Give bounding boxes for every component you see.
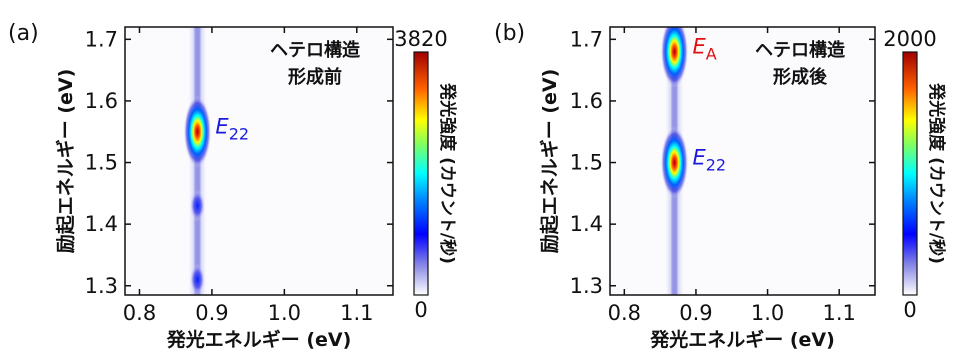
peak-spot (183, 95, 212, 168)
weak-spot (189, 263, 206, 295)
x-axis-label: 発光エネルギー (eV) (649, 328, 835, 351)
plot-area (610, 27, 875, 295)
y-tick-label: 1.7 (570, 27, 603, 51)
peak-label: EA (692, 35, 716, 64)
panel-a: 0.8 0.9 1.0 1.1 1.3 1.4 1.5 1.6 1.7 発光エネルギー (eV) 励… (8, 21, 458, 351)
x-axis-label: 発光エネルギー (eV) (166, 328, 352, 351)
panel-label: (a) (8, 21, 39, 46)
x-tick-label: 1.0 (751, 301, 784, 325)
axes-frame (124, 26, 394, 296)
y-tick-label: 1.3 (570, 274, 603, 298)
colorbar (413, 51, 429, 296)
peak-label-main: E (215, 115, 229, 139)
colorbar-max: 2000 (883, 27, 936, 51)
y-tick-label: 1.4 (85, 212, 118, 236)
x-tick-label: 0.9 (679, 301, 712, 325)
panel-label: (b) (494, 21, 525, 46)
colorbar-min: 0 (903, 298, 916, 322)
y-axis-label: 励起エネルギー (eV) (55, 69, 77, 254)
y-tick-label: 1.7 (85, 27, 118, 51)
plot-content (183, 27, 212, 295)
peak-spot (660, 27, 689, 88)
peak-label-sub: 22 (229, 125, 249, 144)
x-tick-label: 0.8 (123, 301, 156, 325)
colorbar-min: 0 (414, 298, 427, 322)
y-tick-label: 1.3 (85, 274, 118, 298)
peak-label: E22 (692, 146, 726, 175)
x-tick-label: 0.8 (608, 301, 641, 325)
peak-spot (660, 126, 689, 199)
annotation-line: 形成後 (773, 66, 828, 88)
y-tick-label: 1.6 (85, 89, 118, 113)
peak-label-sub: 22 (706, 156, 726, 175)
peak-label-main: E (692, 146, 706, 170)
y-tick-label: 1.5 (570, 151, 603, 175)
y-tick-label: 1.6 (570, 89, 603, 113)
colorbar (902, 51, 918, 296)
y-axis-label: 励起エネルギー (eV) (539, 69, 561, 254)
peak-label: E22 (215, 115, 249, 144)
x-tick-label: 1.1 (340, 301, 373, 325)
x-tick-label: 1.1 (822, 301, 855, 325)
colorbar-max: 3820 (394, 27, 447, 51)
x-tick-label: 0.9 (195, 301, 228, 325)
weak-spot (189, 189, 206, 222)
y-tick-label: 1.4 (570, 212, 603, 236)
peak-label-sub: A (706, 45, 717, 64)
annotation-line: ヘテロ構造 (755, 39, 845, 61)
annotation-line: 形成前 (288, 66, 342, 88)
colorbar-label: 発光強度 (カウント/秒) (926, 82, 947, 264)
x-tick-label: 1.0 (268, 301, 301, 325)
plot-area (125, 27, 393, 295)
plot-content (660, 27, 689, 295)
axes-frame (609, 26, 876, 296)
y-tick-label: 1.5 (85, 151, 118, 175)
panel-b: 0.8 0.9 1.0 1.1 1.3 1.4 1.5 1.6 1.7 発光エネルギー (eV) 励… (494, 21, 947, 351)
colorbar-label: 発光強度 (カウント/秒) (437, 82, 458, 264)
peak-label-main: E (692, 35, 706, 59)
annotation-line: ヘテロ構造 (270, 39, 360, 61)
